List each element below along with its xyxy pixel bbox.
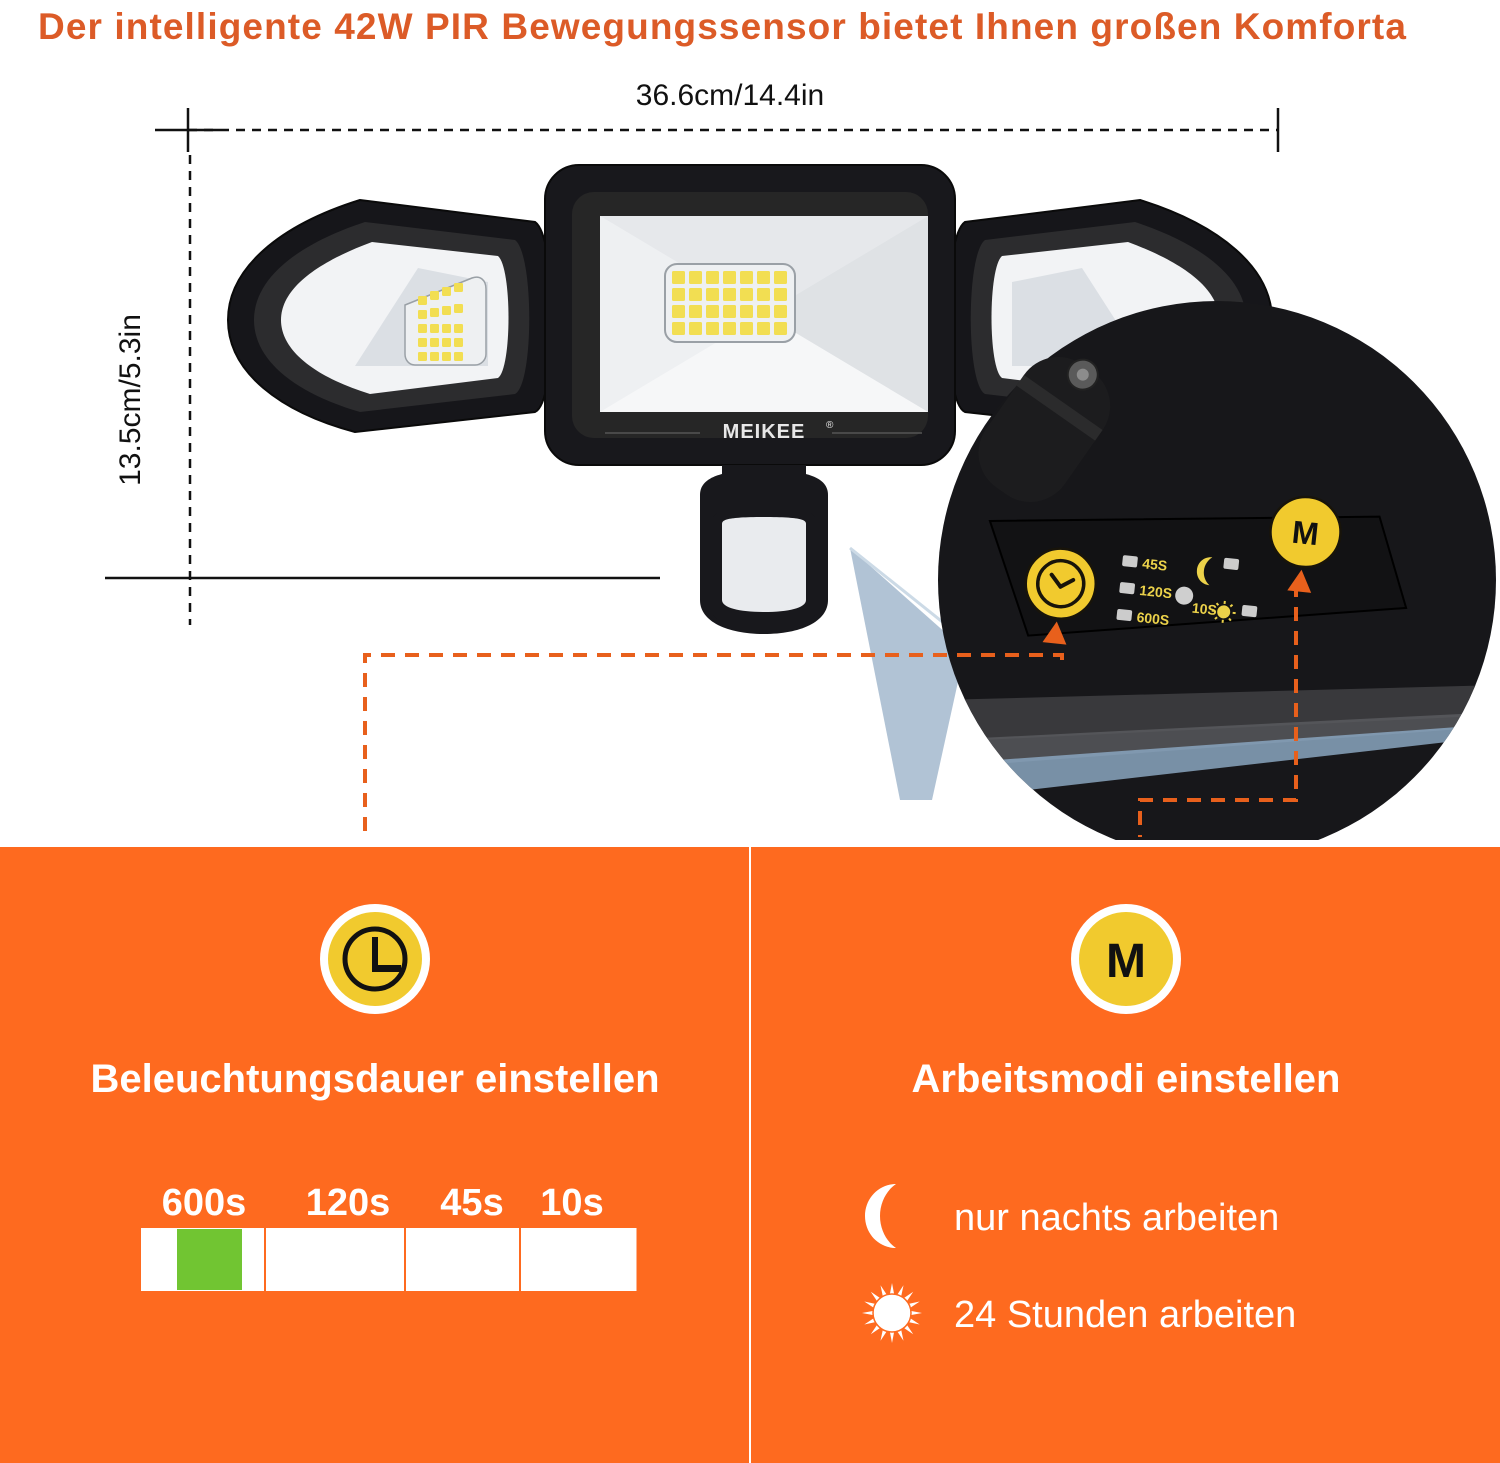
svg-text:120s: 120s: [306, 1182, 391, 1224]
svg-text:45s: 45s: [440, 1182, 503, 1224]
svg-text:36.6cm/14.4in: 36.6cm/14.4in: [636, 79, 824, 112]
svg-text:45S: 45S: [1142, 555, 1168, 574]
svg-text:®: ®: [826, 420, 834, 431]
svg-text:MEIKEE: MEIKEE: [723, 421, 806, 443]
svg-text:Arbeitsmodi einstellen: Arbeitsmodi einstellen: [912, 1057, 1341, 1101]
svg-text:M: M: [1290, 514, 1320, 553]
svg-text:Beleuchtungsdauer einstellen: Beleuchtungsdauer einstellen: [90, 1057, 659, 1101]
svg-text:10S: 10S: [1191, 600, 1217, 619]
svg-text:nur nachts arbeiten: nur nachts arbeiten: [954, 1197, 1279, 1239]
svg-text:13.5cm/5.3in: 13.5cm/5.3in: [114, 314, 147, 486]
svg-text:10s: 10s: [540, 1182, 603, 1224]
svg-text:600S: 600S: [1136, 609, 1170, 628]
svg-text:120S: 120S: [1139, 582, 1173, 601]
svg-text:M: M: [1106, 935, 1146, 988]
svg-text:600s: 600s: [162, 1182, 247, 1224]
svg-text:24 Stunden arbeiten: 24 Stunden arbeiten: [954, 1294, 1296, 1336]
